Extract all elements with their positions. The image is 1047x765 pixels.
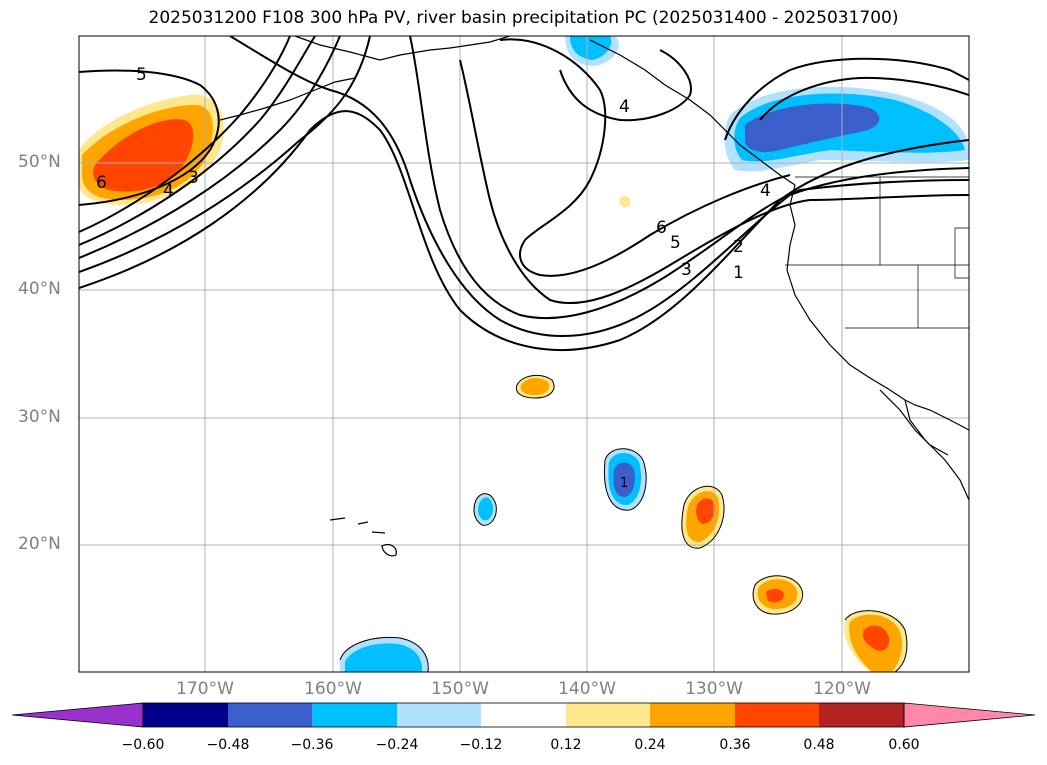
- contour-label: 3: [188, 168, 199, 188]
- colorbar-extend-high: [903, 702, 1036, 728]
- contour-label: 3: [681, 260, 692, 280]
- latitude-label: 20°N: [18, 534, 61, 554]
- contour-label: 4: [619, 97, 630, 117]
- colorbar: [11, 702, 1036, 728]
- latitude-label: 40°N: [18, 279, 61, 299]
- longitude-label: 120°W: [813, 679, 871, 699]
- colorbar-bin: [481, 703, 566, 727]
- contour-label: 5: [136, 65, 147, 85]
- colorbar-bin: [143, 703, 228, 727]
- contour-label: 4: [163, 181, 174, 201]
- colorbar-bin: [312, 703, 397, 727]
- colorbar-bin: [650, 703, 735, 727]
- contour-label: 4: [760, 181, 771, 201]
- contour-label: 6: [96, 173, 107, 193]
- contour-label: 6: [656, 218, 667, 238]
- colorbar-bin: [397, 703, 481, 727]
- precipitation-fills: [79, 36, 969, 672]
- colorbar-bin: [819, 703, 904, 727]
- colorbar-bin: [566, 703, 650, 727]
- contour-label: 5: [670, 233, 681, 253]
- colorbar-bin: [228, 703, 312, 727]
- graticule: [79, 36, 969, 672]
- colorbar-tick-label: 0.24: [634, 737, 666, 753]
- anomaly-label: 1: [620, 476, 628, 491]
- longitude-label: 170°W: [176, 679, 234, 699]
- colorbar-tick-label: −0.60: [121, 737, 165, 753]
- longitude-label: 140°W: [558, 679, 616, 699]
- map-frame: [78, 35, 970, 673]
- colorbar-tick-label: −0.36: [290, 737, 334, 753]
- pv-contours: [79, 36, 969, 351]
- contour-label: 2: [733, 237, 744, 257]
- map-title: 2025031200 F108 300 hPa PV, river basin …: [148, 8, 899, 28]
- longitude-label: 150°W: [431, 679, 489, 699]
- colorbar-extend-low: [11, 702, 144, 728]
- borders: [785, 176, 969, 329]
- longitude-label: 160°W: [304, 679, 362, 699]
- contour-labels: 5 6 4 3 4 4 6 5 3 2 1 1: [96, 65, 771, 491]
- latitude-label: 30°N: [18, 407, 61, 427]
- contour-label: 1: [733, 263, 744, 283]
- latitude-label: 50°N: [18, 152, 61, 172]
- longitude-label: 130°W: [685, 679, 743, 699]
- colorbar-tick-label: −0.24: [375, 737, 419, 753]
- anomaly-contours: [339, 374, 908, 672]
- colorbar-tick-label: 0.36: [719, 737, 751, 753]
- colorbar-tick-label: 0.12: [550, 737, 582, 753]
- colorbar-tick-label: −0.48: [206, 737, 250, 753]
- colorbar-tick-label: −0.12: [459, 737, 503, 753]
- colorbar-tick-label: 0.48: [803, 737, 835, 753]
- colorbar-tick-label: 0.60: [888, 737, 920, 753]
- colorbar-bin: [735, 703, 819, 727]
